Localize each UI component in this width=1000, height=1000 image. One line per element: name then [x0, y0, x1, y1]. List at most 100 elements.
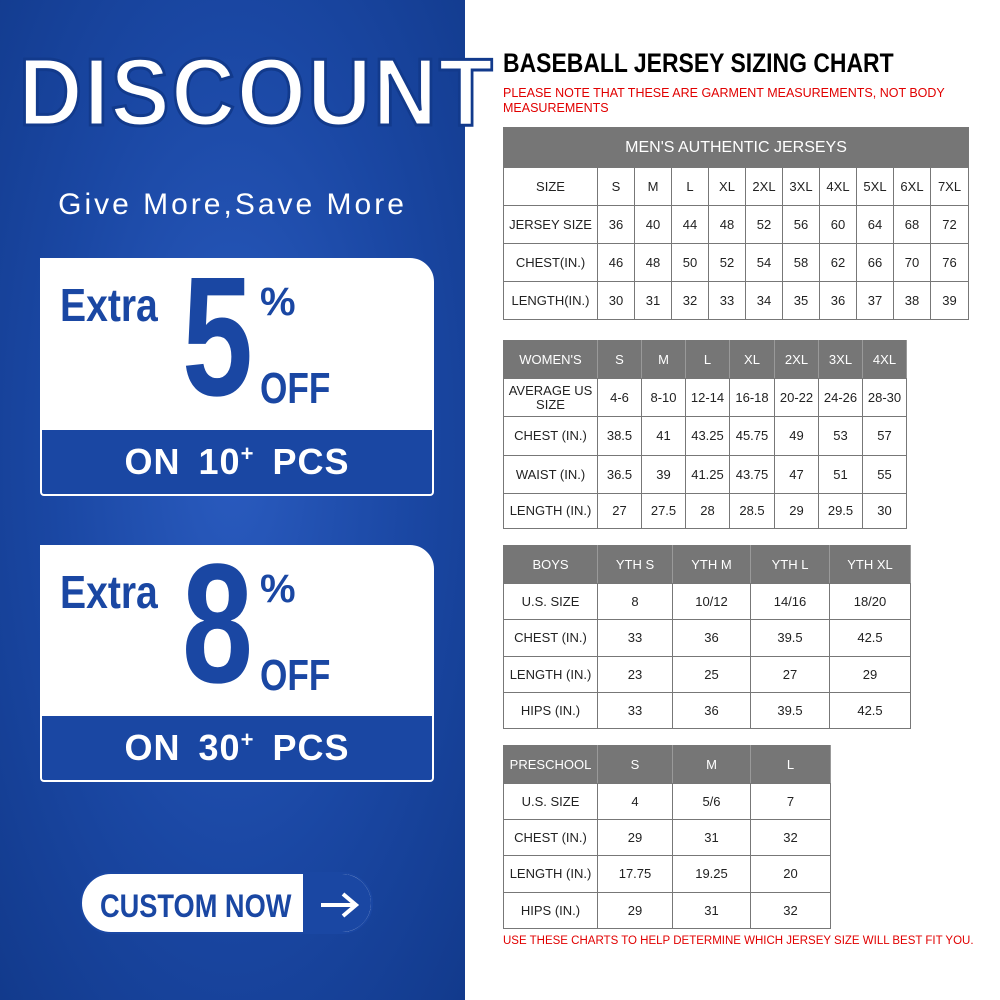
cell: 39 — [929, 281, 970, 320]
header-row: BOYS YTH S YTH M YTH L YTH XL — [503, 545, 911, 584]
table-caption: MEN'S AUTHENTIC JERSEYS — [502, 127, 970, 168]
button-arrow[interactable] — [303, 874, 371, 932]
cell: 27 — [750, 656, 830, 693]
cell: 20-22 — [774, 378, 819, 417]
cell: 39.5 — [750, 619, 830, 657]
cell: 31 — [672, 819, 751, 856]
size-table: BOYS YTH S YTH M YTH L YTH XL U.S. SIZE 8 10/12… — [503, 545, 911, 729]
header-cell: L — [671, 167, 709, 206]
cell: 32 — [750, 892, 831, 929]
row-label: HIPS (IN.) — [503, 692, 598, 729]
data-row: CHEST(IN.) 46 48 50 52 54 58 62 66 70 76 — [503, 243, 970, 282]
cell: 17.75 — [597, 855, 673, 893]
offer-pcs: PCS — [272, 727, 350, 768]
offer-on: ON — [124, 441, 181, 482]
cell: 41.25 — [685, 455, 730, 494]
button-label[interactable]: CUSTOM NOW — [100, 888, 292, 924]
cell: 31 — [672, 892, 751, 929]
cell: 10/12 — [672, 583, 751, 620]
cell: 49 — [774, 416, 819, 456]
cell: 24-26 — [818, 378, 863, 417]
header-cell: 4XL — [862, 340, 907, 379]
offer-on: ON — [124, 727, 181, 768]
header-cell: 5XL — [856, 167, 894, 206]
cell: 39 — [641, 455, 686, 494]
cell: 50 — [671, 243, 709, 282]
offer-amount: 5 — [182, 258, 253, 432]
cell: 56 — [782, 205, 820, 244]
header-cell: SIZE — [503, 167, 598, 206]
row-label: JERSEY SIZE — [503, 205, 598, 244]
header-cell: XL — [708, 167, 746, 206]
header-cell: S — [597, 167, 635, 206]
header-cell: 7XL — [929, 167, 970, 206]
data-row: LENGTH(IN.) 30 31 32 33 34 35 36 37 38 39 — [503, 281, 970, 320]
cell: 36 — [672, 692, 751, 729]
cell: 8 — [597, 583, 673, 620]
offer-pcs: PCS — [272, 441, 350, 482]
header-cell: YTH S — [597, 545, 673, 584]
cell: 14/16 — [750, 583, 830, 620]
cell: 32 — [750, 819, 831, 856]
cell: 43.25 — [685, 416, 730, 456]
row-label: U.S. SIZE — [503, 583, 598, 620]
offer-qty: 30+ — [199, 727, 255, 769]
cell: 4 — [597, 783, 673, 820]
cell: 16-18 — [729, 378, 775, 417]
header-cell: BOYS — [503, 545, 598, 584]
cell: 8-10 — [641, 378, 686, 417]
size-table: MEN'S AUTHENTIC JERSEYS SIZE S M L XL 2XL 3XL 4X… — [502, 127, 970, 320]
cell: 72 — [929, 205, 970, 244]
cell: 25 — [672, 656, 751, 693]
cell: 33 — [597, 619, 673, 657]
header-cell: M — [641, 340, 686, 379]
cell: 68 — [893, 205, 931, 244]
chart-footer: USE THESE CHARTS TO HELP DETERMINE WHICH… — [503, 935, 974, 947]
header-cell: YTH L — [750, 545, 830, 584]
cell: 60 — [819, 205, 857, 244]
cell: 30 — [862, 493, 907, 529]
cell: 5/6 — [672, 783, 751, 820]
header-cell: 3XL — [782, 167, 820, 206]
chart-note: PLEASE NOTE THAT THESE ARE GARMENT MEASU… — [503, 86, 945, 115]
custom-button[interactable]: CUSTOM NOW — [80, 872, 373, 934]
header-cell: S — [597, 340, 642, 379]
cell: 42.5 — [829, 692, 911, 729]
header-cell: YTH M — [672, 545, 751, 584]
header-cell: WOMEN'S — [503, 340, 598, 379]
cell: 48 — [634, 243, 672, 282]
header-cell: L — [750, 745, 831, 784]
cell: 29 — [829, 656, 911, 693]
cell: 27.5 — [641, 493, 686, 529]
offer-band: ON 30+ PCS — [42, 716, 432, 780]
cell: 43.75 — [729, 455, 775, 494]
cell: 29 — [774, 493, 819, 529]
header-row: PRESCHOOL S M L — [503, 745, 831, 784]
cell: 33 — [708, 281, 746, 320]
cell: 28 — [685, 493, 730, 529]
cell: 18/20 — [829, 583, 911, 620]
header-cell: 2XL — [745, 167, 783, 206]
offer-qty-plus: + — [240, 727, 255, 752]
cell: 4-6 — [597, 378, 642, 417]
cell: 66 — [856, 243, 894, 282]
offer-band: ON 10+ PCS — [42, 430, 432, 494]
cell: 58 — [782, 243, 820, 282]
cell: 38.5 — [597, 416, 642, 456]
promo-tagline: Give More,Save More — [58, 188, 407, 221]
offer-qty-number: 30 — [198, 727, 241, 768]
caption-row: MEN'S AUTHENTIC JERSEYS — [502, 127, 970, 168]
cell: 51 — [818, 455, 863, 494]
cell: 55 — [862, 455, 907, 494]
offer-percent: % — [260, 280, 296, 324]
row-label: CHEST (IN.) — [503, 416, 598, 456]
header-cell: M — [634, 167, 672, 206]
cell: 28.5 — [729, 493, 775, 529]
data-row: HIPS (IN.) 29 31 32 — [503, 892, 831, 929]
cell: 57 — [862, 416, 907, 456]
offer-off: OFF — [260, 651, 331, 700]
data-row: LENGTH (IN.) 27 27.5 28 28.5 29 29.5 30 — [503, 493, 907, 529]
header-cell: 4XL — [819, 167, 857, 206]
header-cell: M — [672, 745, 751, 784]
